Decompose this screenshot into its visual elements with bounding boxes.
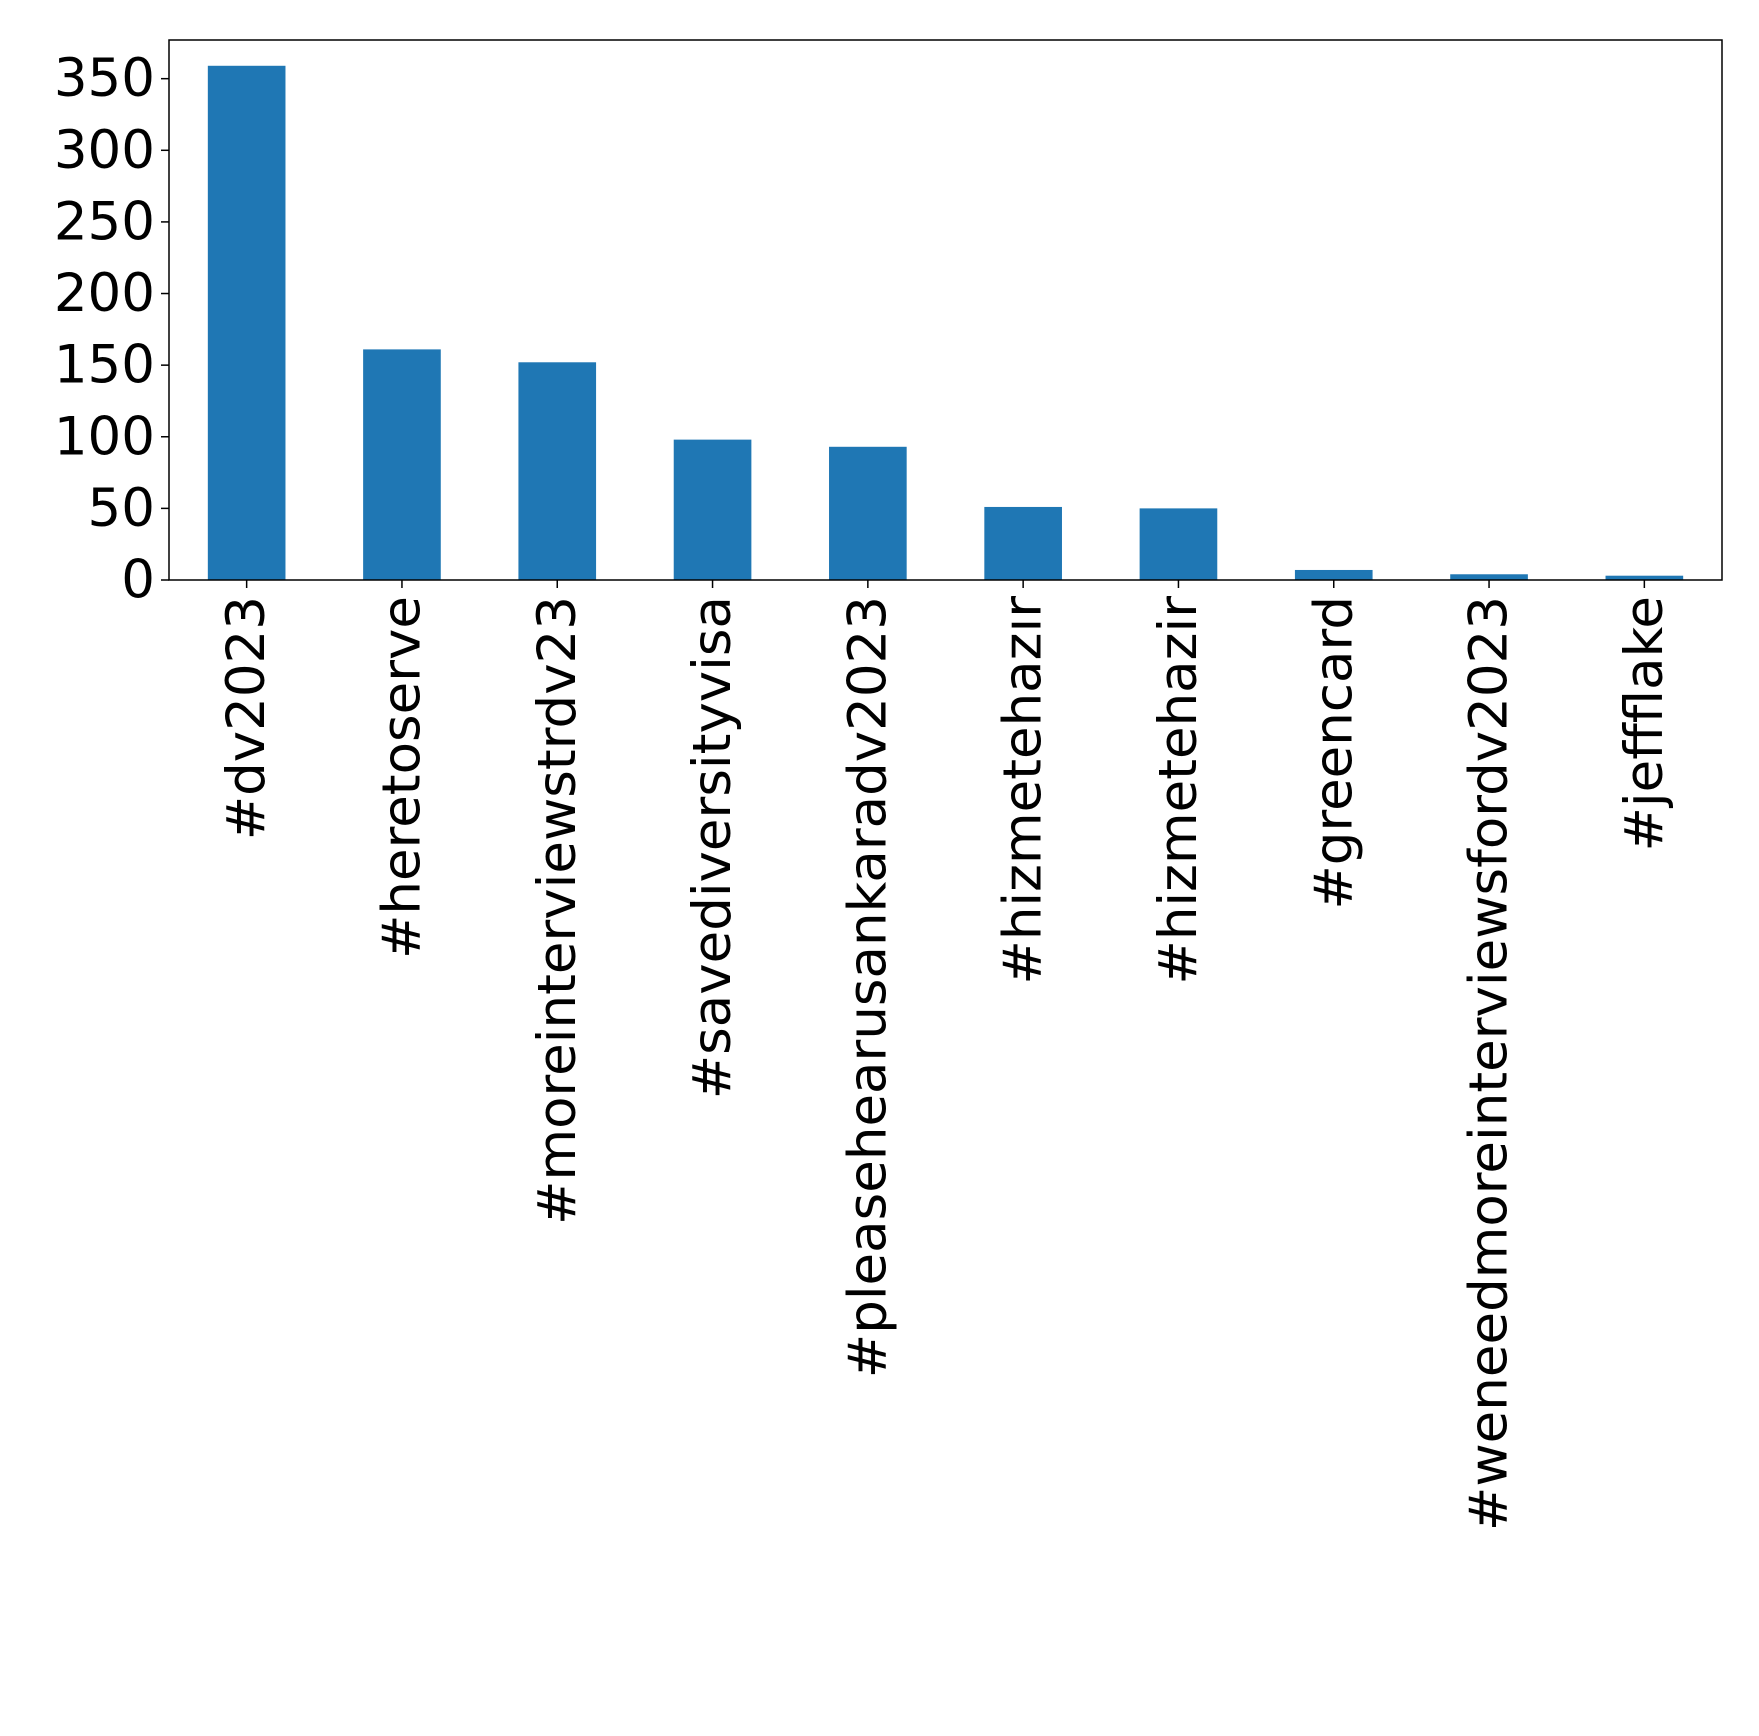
y-tick-label: 100 bbox=[54, 406, 155, 467]
x-tick-label: #hizmetehazir bbox=[1148, 596, 1209, 985]
x-tick-label: #heretoserve bbox=[371, 596, 432, 959]
y-tick-label: 300 bbox=[54, 120, 155, 181]
bar bbox=[1294, 569, 1373, 580]
x-tick-label: #weneedmoreinterviewsfordv2023 bbox=[1459, 596, 1520, 1531]
plot-frame bbox=[168, 39, 1723, 581]
y-tick-label: 150 bbox=[54, 335, 155, 396]
bar bbox=[1450, 574, 1528, 580]
y-tick-label: 250 bbox=[54, 191, 155, 252]
bar bbox=[207, 65, 286, 581]
bar bbox=[518, 362, 597, 580]
y-tick-label: 200 bbox=[54, 263, 155, 324]
bars-layer bbox=[207, 65, 1684, 581]
x-tick-label: #dv2023 bbox=[216, 596, 277, 840]
x-axis: #dv2023 #heretoserve #moreinterviewstrdv23… bbox=[216, 580, 1675, 1531]
x-tick-label: #hizmetehazır bbox=[993, 596, 1054, 985]
bar bbox=[1139, 508, 1218, 580]
y-tick-label: 350 bbox=[54, 48, 155, 109]
y-axis: 0 50 100 150 200 250 300 350 bbox=[54, 48, 169, 611]
bar bbox=[984, 506, 1062, 580]
x-tick-label: #moreinterviewstrdv23 bbox=[527, 596, 588, 1225]
y-tick-label: 50 bbox=[88, 478, 155, 539]
y-tick-label: 0 bbox=[121, 550, 155, 611]
x-tick-label: #pleasehearusankaradv2023 bbox=[837, 596, 898, 1378]
x-tick-label: #savediversityvisa bbox=[682, 596, 743, 1099]
x-tick-label: #jeffflake bbox=[1614, 596, 1675, 852]
bar bbox=[673, 439, 752, 580]
bar bbox=[363, 349, 441, 580]
x-tick-label: #greencard bbox=[1303, 596, 1364, 910]
bar bbox=[1605, 575, 1684, 580]
bar bbox=[829, 446, 907, 580]
